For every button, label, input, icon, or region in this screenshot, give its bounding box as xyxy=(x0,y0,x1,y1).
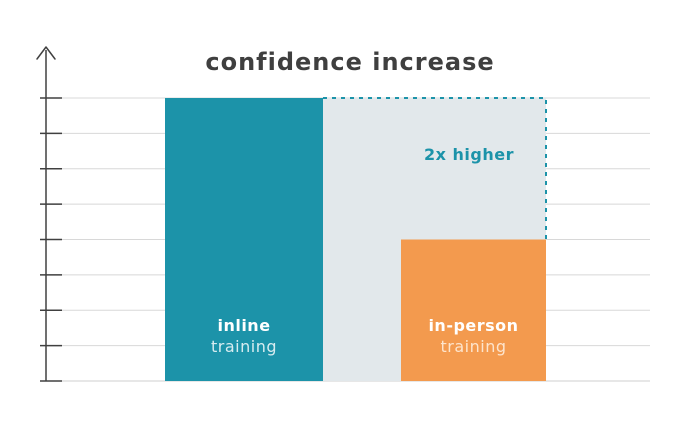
bars-layer xyxy=(165,97,547,381)
comparison-annotation: 2x higher xyxy=(424,145,514,164)
labels-layer: inline training in-person training xyxy=(211,316,518,356)
bar-label-training: training xyxy=(441,337,507,356)
bar-label-in-person: in-person xyxy=(428,316,518,335)
bar-label-training: training xyxy=(211,337,277,356)
axis-layer xyxy=(36,46,650,382)
chart-title: confidence increase xyxy=(205,48,494,76)
bar-label-inline: inline xyxy=(217,316,270,335)
comparison-outline xyxy=(323,97,547,240)
bar-inline-training xyxy=(165,98,323,381)
y-axis-arrow xyxy=(36,46,56,60)
bar-in-person-training xyxy=(401,239,546,381)
